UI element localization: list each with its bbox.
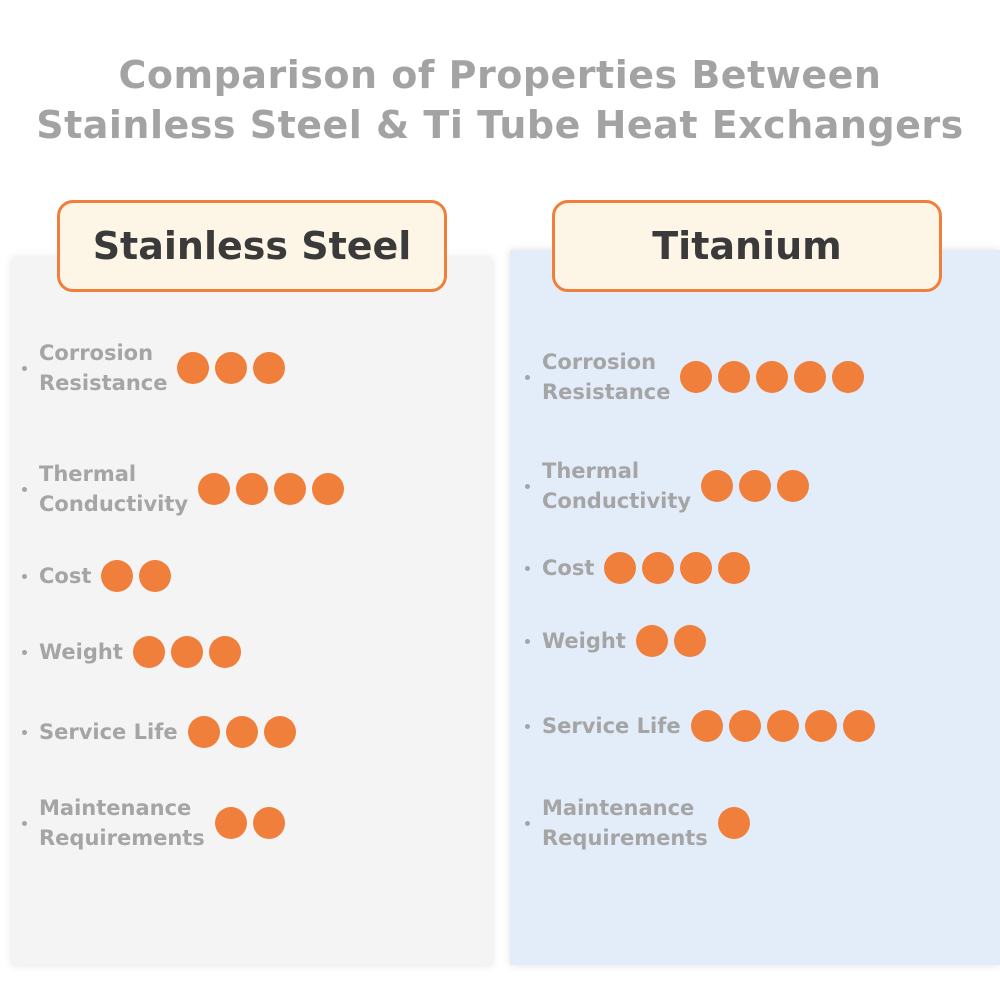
rating-dot <box>253 352 286 384</box>
label-line: Requirements <box>39 826 205 850</box>
rating-dot <box>214 807 247 839</box>
property-label: Service Life <box>39 717 178 747</box>
label-line: Corrosion <box>542 350 657 374</box>
property-row: Weight <box>525 625 712 657</box>
label-line: Corrosion <box>39 341 154 365</box>
rating-dot <box>680 361 713 393</box>
label-line: Weight <box>39 640 123 664</box>
rating-dot <box>208 636 241 668</box>
rating-dot <box>794 361 827 393</box>
property-row: Service Life <box>22 716 302 748</box>
label-line: Service Life <box>542 714 681 738</box>
property-label: Cost <box>39 561 91 591</box>
property-row: Cost <box>22 560 177 592</box>
property-row: Corrosion Resistance <box>525 347 870 407</box>
bullet <box>22 486 27 492</box>
property-row: Thermal Conductivity <box>525 456 815 516</box>
label-line: Conductivity <box>39 492 189 516</box>
property-row: Cost <box>525 552 756 584</box>
rating-dot <box>717 807 750 839</box>
label-line: Thermal <box>542 459 640 483</box>
bullet <box>22 649 27 655</box>
rating-dot <box>187 716 220 748</box>
label-line: Cost <box>39 564 92 588</box>
rating-dot <box>718 361 751 393</box>
rating-dot <box>198 473 231 505</box>
rating-dot <box>252 807 285 839</box>
property-label: Maintenance Requirements <box>542 793 708 853</box>
property-label: Thermal Conductivity <box>39 459 188 519</box>
property-row: Weight <box>22 636 247 668</box>
property-label: Cost <box>542 553 594 583</box>
rating-dot <box>766 710 799 742</box>
bullet <box>525 565 530 571</box>
title-line: Stainless Steel & Ti Tube Heat Exchanger… <box>36 103 964 147</box>
label-line: Maintenance <box>39 796 192 820</box>
label-line: Conductivity <box>542 489 692 513</box>
rating-dot <box>804 710 837 742</box>
rating-dot <box>832 361 865 393</box>
bullet <box>525 483 530 489</box>
bullet <box>525 723 530 729</box>
bullet <box>525 374 530 380</box>
rating-dot <box>132 636 165 668</box>
rating-dot <box>701 470 734 502</box>
label-line: Resistance <box>39 371 168 395</box>
title: Comparison of Properties Between Stainle… <box>0 50 1000 150</box>
panel <box>510 250 1000 965</box>
label-line: Weight <box>542 629 626 653</box>
property-label: Thermal Conductivity <box>542 456 691 516</box>
property-row: Maintenance Requirements <box>22 793 291 853</box>
property-row: Corrosion Resistance <box>22 338 291 398</box>
rating-dot <box>312 473 345 505</box>
property-row: Thermal Conductivity <box>22 459 350 519</box>
bullet <box>22 365 27 371</box>
label-line: Cost <box>542 556 595 580</box>
property-label: Maintenance Requirements <box>39 793 205 853</box>
label-line: Resistance <box>542 380 671 404</box>
rating-dot <box>274 473 307 505</box>
bullet <box>525 820 530 826</box>
rating-dot <box>225 716 258 748</box>
rating-dot <box>739 470 772 502</box>
rating-dot <box>236 473 269 505</box>
label-line: Maintenance <box>542 796 695 820</box>
bullet <box>525 638 530 644</box>
property-row: Maintenance Requirements <box>525 793 756 853</box>
column-header: Titanium <box>552 200 942 292</box>
property-label: Corrosion Resistance <box>542 347 670 407</box>
rating-dot <box>842 710 875 742</box>
rating-dot <box>604 552 637 584</box>
title-line: Comparison of Properties Between <box>118 53 882 97</box>
rating-dot <box>673 625 706 657</box>
rating-dot <box>139 560 172 592</box>
rating-dot <box>718 552 751 584</box>
rating-dot <box>642 552 675 584</box>
panel <box>12 258 492 965</box>
rating-dot <box>756 361 789 393</box>
label-line: Requirements <box>542 826 708 850</box>
rating-dot <box>777 470 810 502</box>
property-row: Service Life <box>525 710 881 742</box>
property-label: Service Life <box>542 711 681 741</box>
property-label: Weight <box>39 637 123 667</box>
rating-dot <box>690 710 723 742</box>
rating-dot <box>728 710 761 742</box>
bullet <box>22 820 27 826</box>
column-header: Stainless Steel <box>57 200 447 292</box>
rating-dot <box>635 625 668 657</box>
rating-dot <box>170 636 203 668</box>
label-line: Service Life <box>39 720 178 744</box>
bullet <box>22 729 27 735</box>
property-label: Weight <box>542 626 626 656</box>
rating-dot <box>215 352 248 384</box>
rating-dot <box>177 352 210 384</box>
rating-dot <box>263 716 296 748</box>
bullet <box>22 573 27 579</box>
property-label: Corrosion Resistance <box>39 338 167 398</box>
label-line: Thermal <box>39 462 137 486</box>
rating-dot <box>101 560 134 592</box>
rating-dot <box>680 552 713 584</box>
